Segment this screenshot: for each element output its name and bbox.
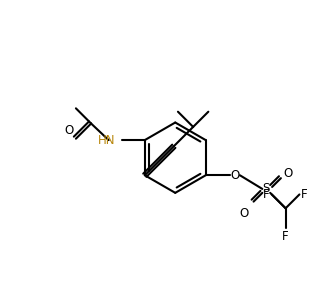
Text: O: O [231, 169, 240, 182]
Text: O: O [284, 167, 293, 180]
Text: F: F [263, 188, 270, 201]
Text: F: F [301, 188, 308, 201]
Text: S: S [263, 182, 270, 196]
Text: O: O [239, 206, 249, 219]
Text: HN: HN [98, 134, 116, 147]
Text: O: O [65, 124, 74, 137]
Text: F: F [282, 230, 289, 243]
